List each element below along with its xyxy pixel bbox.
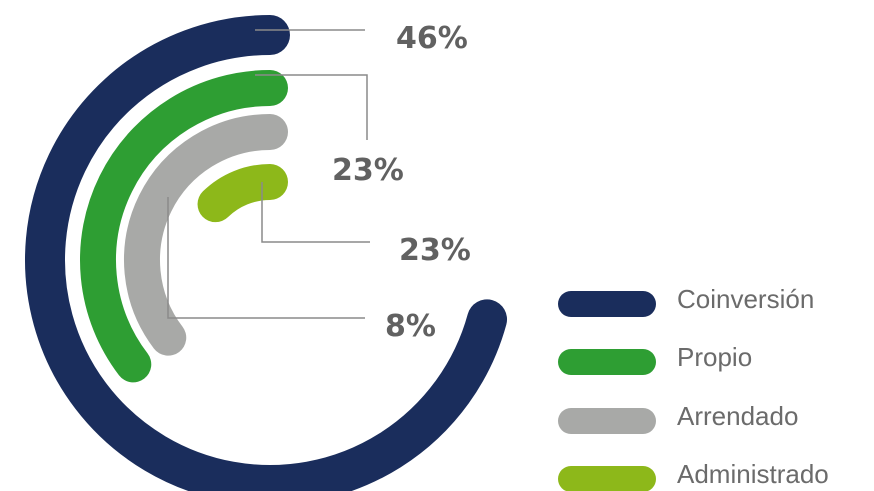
arc-arrendado (124, 114, 288, 356)
value-label-propio: 23% (332, 153, 404, 188)
arc-administrado (197, 164, 288, 223)
leader-lines-layer (167, 29, 370, 319)
legend-swatch-arrendado (558, 408, 656, 434)
arc-propio (80, 70, 288, 383)
value-labels-layer: 46% 23% 23% 8% (332, 21, 471, 344)
arc-coinversion (25, 15, 508, 491)
legend-item-administrado: Administrado (556, 457, 874, 491)
legend-swatch-administrado (558, 466, 656, 491)
value-label-coinversion: 46% (396, 21, 468, 56)
leader-line-1 (255, 74, 368, 140)
legend-label-coinversion: Coinversión (677, 284, 815, 314)
legend-item-propio: Propio (556, 340, 874, 380)
legend-label-administrado: Administrado (677, 459, 829, 489)
leader-line-2 (261, 182, 370, 243)
value-label-arrendado: 23% (399, 233, 471, 268)
arcs-layer (25, 15, 508, 491)
legend-label-propio: Propio (677, 342, 753, 372)
legend-label-arrendado: Arrendado (677, 401, 799, 431)
value-label-administrado: 8% (385, 309, 436, 344)
legend-item-coinversion: Coinversión (556, 282, 874, 322)
legend-swatch-coinversion (558, 291, 656, 317)
legend-item-arrendado: Arrendado (556, 399, 874, 439)
leader-line-3 (167, 197, 365, 319)
legend-swatch-propio (558, 349, 656, 375)
